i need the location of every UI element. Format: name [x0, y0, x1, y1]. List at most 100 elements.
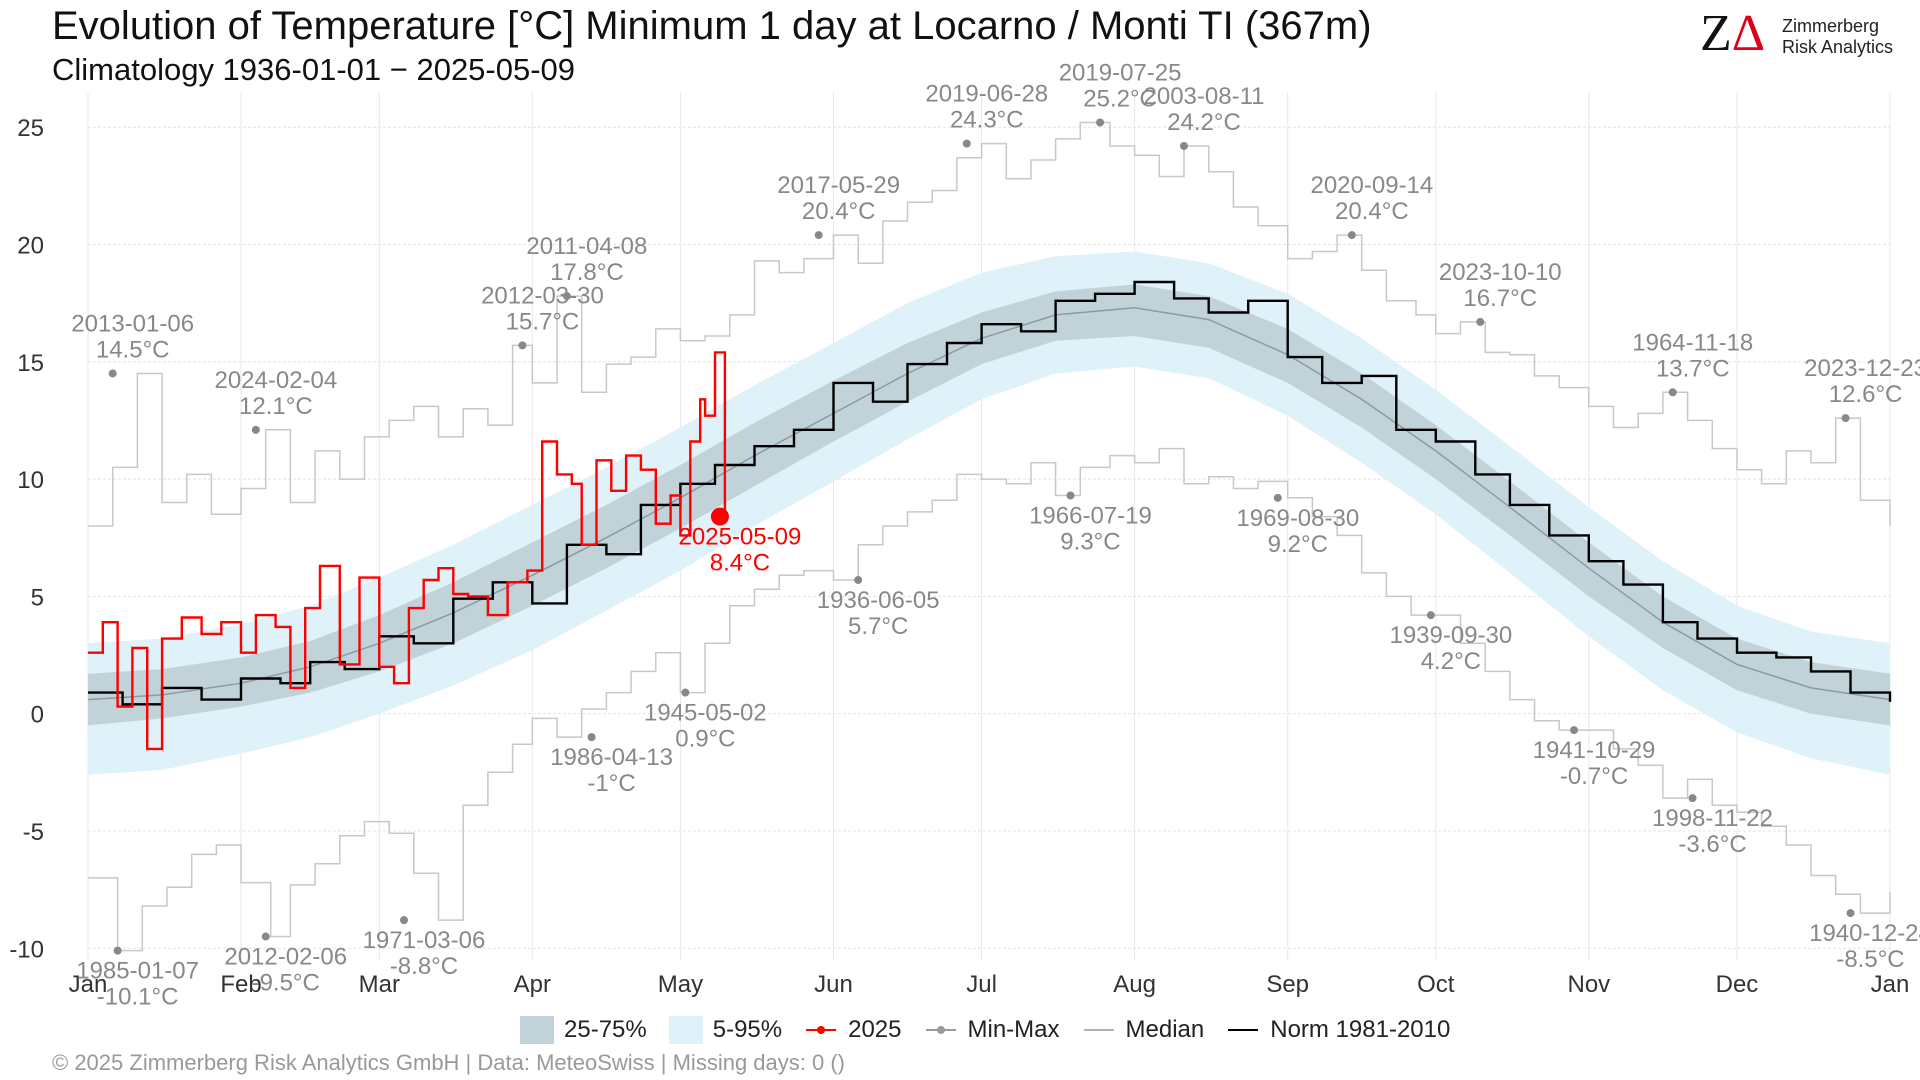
annotation-value: -9.5°C — [252, 970, 320, 997]
annotation-date: 1966-07-19 — [1029, 503, 1152, 530]
annotation-value: -0.7°C — [1560, 763, 1628, 790]
annotation-value: 8.4°C — [710, 550, 770, 577]
annotation-value: 0.9°C — [675, 726, 735, 753]
y-tick-label: 0 — [31, 702, 44, 729]
annotation-date: 2024-02-04 — [214, 367, 337, 394]
x-tick-label: Mar — [359, 971, 400, 998]
y-tick-label: 15 — [17, 350, 44, 377]
record-marker — [1846, 909, 1855, 918]
record-marker — [261, 932, 270, 941]
annotation-date: 1940-12-24 — [1809, 920, 1920, 947]
x-tick-label: Sep — [1266, 971, 1309, 998]
annotation-date: 2019-06-28 — [925, 81, 1048, 108]
annotation-value: 14.5°C — [96, 337, 170, 364]
footer-credits: © 2025 Zimmerberg Risk Analytics GmbH | … — [52, 1050, 845, 1075]
logo-z: Z — [1700, 5, 1732, 62]
annotation-value: -8.8°C — [390, 953, 458, 980]
record-marker — [814, 231, 823, 240]
annotation-value: 13.7°C — [1656, 355, 1730, 382]
annotation-date: 1941-10-29 — [1533, 737, 1656, 764]
annotation-date: 1971-03-06 — [363, 927, 486, 954]
y-tick-label: 20 — [17, 232, 44, 259]
annotation-date: 1964-11-18 — [1632, 329, 1753, 356]
company-logo: ZΔ Zimmerberg Risk Analytics — [1700, 6, 1910, 66]
annotation-value: 17.8°C — [550, 259, 624, 286]
legend-label-norm: Norm 1981-2010 — [1270, 1016, 1451, 1043]
record-marker — [518, 341, 527, 350]
legend-label-minmax: Min-Max — [967, 1016, 1060, 1043]
legend-item-2025: 2025 — [804, 1016, 902, 1044]
y-tick-label: 10 — [17, 467, 44, 494]
record-marker — [1668, 388, 1677, 397]
annotation-value: 16.7°C — [1463, 285, 1537, 312]
x-tick-label: Jul — [966, 971, 997, 998]
legend-item-median: Median — [1082, 1016, 1205, 1044]
annotation-date: 1998-11-22 — [1652, 805, 1773, 832]
x-tick-label: Dec — [1716, 971, 1759, 998]
record-marker — [1426, 611, 1435, 620]
logo-line1: Zimmerberg — [1782, 16, 1880, 36]
annotation-date: 2012-03-30 — [481, 282, 604, 309]
annotation-value: 24.3°C — [950, 107, 1024, 134]
record-marker — [1688, 794, 1697, 803]
legend-item-iqr: 25-75% — [520, 1016, 647, 1044]
record-marker — [1476, 317, 1485, 326]
current-value-marker — [710, 507, 729, 526]
x-tick-label: Apr — [514, 971, 551, 998]
annotation-value: -8.5°C — [1836, 946, 1904, 973]
legend-label-p5-95: 5-95% — [712, 1016, 783, 1043]
annotation-date: 2019-07-25 — [1059, 59, 1182, 86]
series-2025-line — [88, 351, 727, 751]
record-marker — [587, 733, 596, 742]
record-marker — [1066, 491, 1075, 500]
y-tick-label: 25 — [17, 115, 44, 142]
annotation-date: 1985-01-07 — [76, 958, 199, 985]
annotation-date: 1969-08-30 — [1236, 505, 1359, 532]
x-tick-label: Jun — [814, 971, 853, 998]
band-5-95 — [88, 251, 1890, 775]
y-tick-label: -5 — [23, 819, 44, 846]
annotation-value: -1°C — [587, 770, 635, 797]
annotation-date: 2003-08-11 — [1144, 83, 1265, 110]
record-marker — [681, 688, 690, 697]
legend-item-norm: Norm 1981-2010 — [1226, 1016, 1450, 1044]
record-marker — [562, 292, 571, 301]
legend-swatch-minmax — [925, 1026, 956, 1034]
record-marker — [1180, 141, 1189, 150]
legend-label-iqr: 25-75% — [564, 1016, 647, 1043]
annotation-value: 4.2°C — [1421, 648, 1481, 675]
annotation-value: 25.2°C — [1083, 85, 1157, 112]
annotation-value: 24.2°C — [1167, 109, 1241, 136]
annotation-value: 9.3°C — [1060, 529, 1120, 556]
annotation-value: 15.7°C — [506, 308, 580, 335]
series-min-line — [88, 447, 1891, 952]
x-tick-label: Oct — [1417, 971, 1455, 998]
record-marker — [251, 425, 260, 434]
record-marker — [1273, 493, 1282, 502]
legend-label-median: Median — [1125, 1016, 1205, 1043]
annotation-date: 2025-05-09 — [679, 524, 802, 551]
y-tick-label: -10 — [9, 936, 44, 963]
record-marker — [854, 575, 863, 584]
annotation-date: 2012-02-06 — [224, 944, 347, 971]
x-tick-label: May — [658, 971, 703, 998]
record-marker — [1570, 726, 1579, 735]
record-marker — [108, 369, 117, 378]
annotation-date: 2023-10-10 — [1439, 259, 1562, 286]
record-marker — [1841, 414, 1850, 423]
x-tick-label: Jan — [69, 971, 108, 998]
chart-title: Evolution of Temperature [°C] Minimum 1 … — [52, 4, 1372, 48]
logo-line2: Risk Analytics — [1782, 37, 1894, 57]
legend-swatch-median — [1083, 1029, 1114, 1031]
record-marker — [399, 916, 408, 925]
annotation-date: 2013-01-06 — [71, 311, 194, 338]
legend-swatch-norm — [1228, 1029, 1259, 1031]
annotation-date: 1945-05-02 — [644, 700, 767, 727]
chart-legend: 25-75% 5-95% 2025 Min-Max Median Norm 19… — [520, 1015, 1472, 1045]
x-tick-label: Feb — [220, 971, 261, 998]
legend-item-p5-95: 5-95% — [668, 1016, 783, 1044]
annotation-date: 1936-06-05 — [817, 587, 940, 614]
legend-swatch-p5-95 — [668, 1016, 703, 1044]
legend-swatch-iqr — [520, 1016, 554, 1044]
